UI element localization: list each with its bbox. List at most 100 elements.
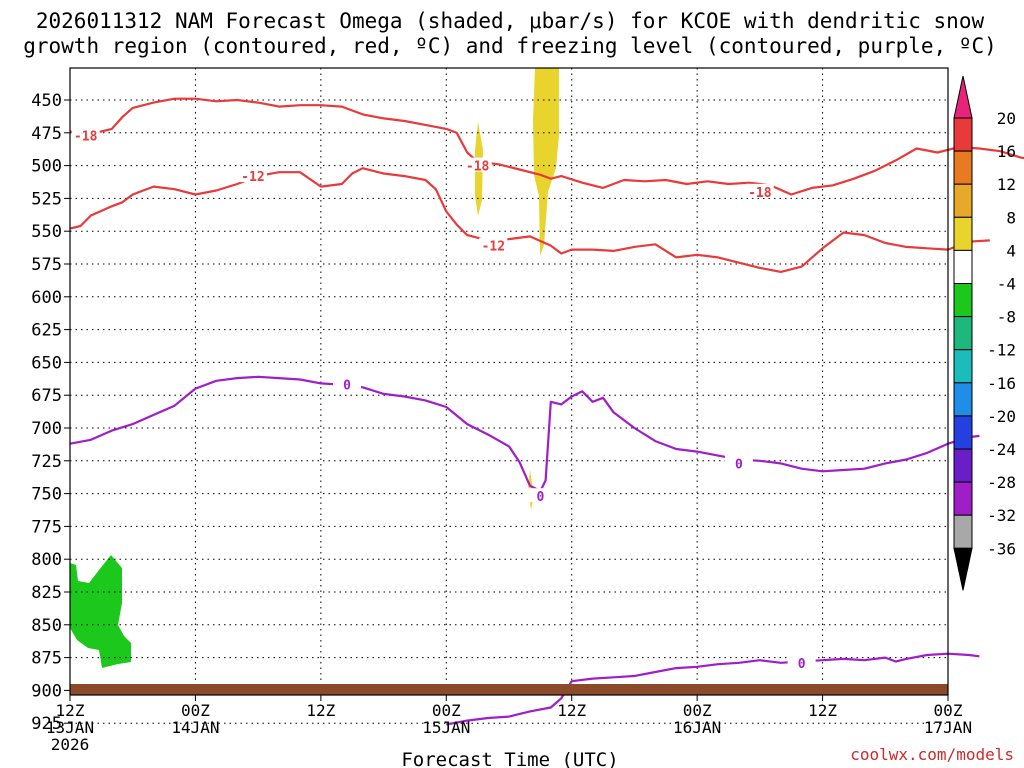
- y-axis-ticks: 450 475 500 525 550 575 600 625 650 675 700 725 750 7…: [31, 91, 70, 734]
- contour-label: 0: [343, 379, 351, 394]
- x-tick-label: 17JAN: [924, 718, 972, 737]
- y-tick-label: 725: [31, 452, 62, 472]
- y-tick-label: 700: [31, 419, 62, 439]
- y-tick-label: 625: [31, 321, 62, 341]
- grid-lines: [70, 68, 948, 724]
- y-tick-label: 600: [31, 288, 62, 308]
- colorbar-tick-label: 20: [997, 109, 1016, 128]
- contour-label: 0: [536, 490, 544, 505]
- y-tick-label: 475: [31, 124, 62, 144]
- contour-label: 0: [735, 457, 743, 472]
- y-tick-label: 825: [31, 583, 62, 603]
- colorbar-tick-label: 12: [997, 175, 1016, 194]
- y-tick-label: 750: [31, 485, 62, 505]
- chart-title-line-2: growth region (contoured, red, ºC) and f…: [23, 34, 997, 58]
- colorbar-segment: [953, 249, 973, 284]
- x-tick-label: 16JAN: [673, 718, 721, 737]
- plot-background: [70, 68, 948, 695]
- contour-label-bg: [238, 168, 267, 183]
- contour-label: 0: [798, 657, 806, 672]
- x-tick-label: 12Z: [306, 701, 335, 720]
- contour-label: -18: [74, 129, 98, 144]
- y-tick-label: 775: [31, 517, 62, 537]
- contour-label: -18: [748, 186, 772, 201]
- plot-area: -18 -18 -18 -12 -12 0 0 0 0: [69, 67, 1024, 726]
- contour-label-bg: [526, 488, 555, 503]
- colorbar-tick-label: -28: [987, 473, 1016, 492]
- y-tick-label: 575: [31, 255, 62, 275]
- y-tick-label: 650: [31, 353, 62, 373]
- contour-label: -12: [241, 170, 264, 185]
- x-tick-label: 14JAN: [171, 718, 219, 737]
- plot-border: [69, 67, 949, 696]
- y-tick-label: 800: [31, 550, 62, 570]
- x-tick-label: 00Z: [181, 701, 210, 720]
- colorbar-segment: [953, 514, 973, 549]
- dgz-minus18-line: [69, 97, 1024, 196]
- y-tick-label: 675: [31, 386, 62, 406]
- colorbar-segment: [953, 183, 973, 218]
- colorbar-tick-label: -8: [997, 308, 1016, 327]
- contour-label-bg: [463, 157, 492, 172]
- contour-label-bg: [332, 376, 361, 391]
- freezing-level-upper-line: [69, 375, 980, 493]
- y-tick-label: 450: [31, 91, 62, 111]
- colorbar-tick-label: -16: [987, 374, 1016, 393]
- contour-label-bg: [745, 183, 774, 198]
- x-tick-label: 00Z: [432, 701, 461, 720]
- dgz-minus12-line: [69, 167, 990, 273]
- colorbar-tick-label: -12: [987, 341, 1016, 360]
- y-tick-label: 850: [31, 616, 62, 636]
- colorbar-segment: [953, 216, 973, 251]
- y-tick-label: 525: [31, 189, 62, 209]
- surface-terrain-band: [70, 684, 948, 695]
- colorbar-tick-label: -4: [997, 275, 1016, 294]
- x-tick-label: 00Z: [683, 701, 712, 720]
- colorbar-segment: [953, 415, 973, 450]
- colorbar-tick-label: 8: [1006, 208, 1016, 227]
- x-tick-label: 12Z: [808, 701, 837, 720]
- x-axis-label: Forecast Time (UTC): [401, 749, 618, 768]
- y-tick-label: 925: [31, 714, 62, 734]
- x-tick-label: 13JAN: [46, 718, 94, 737]
- x-tick-label: 15JAN: [422, 718, 470, 737]
- colorbar-tick-label: 4: [1006, 241, 1016, 260]
- x-tick-label: 00Z: [934, 701, 963, 720]
- contour-label: -12: [482, 240, 505, 255]
- x-tick-label: 12Z: [557, 701, 586, 720]
- colorbar-segment: [953, 316, 973, 351]
- colorbar-top-arrow: [953, 75, 973, 119]
- x-tick-label: 2026: [51, 735, 90, 754]
- colorbar-segment: [953, 150, 973, 185]
- colorbar-tick-label: -36: [987, 539, 1016, 558]
- colorbar-segment: [953, 382, 973, 417]
- contour-label: -18: [466, 160, 490, 175]
- y-tick-label: 500: [31, 157, 62, 177]
- y-tick-label: 875: [31, 649, 62, 669]
- colorbar-tick-label: -24: [987, 440, 1016, 459]
- colorbar-segment: [953, 283, 973, 318]
- colorbar-segment: [953, 349, 973, 384]
- freezing-level-lower-line: [446, 652, 980, 726]
- contour-label-bg: [724, 455, 753, 470]
- contour-lines: -18 -18 -18 -12 -12 0 0 0 0: [69, 97, 1024, 726]
- chart-title-line-1: 2026011312 NAM Forecast Omega (shaded, μ…: [36, 9, 985, 33]
- y-tick-label: 900: [31, 681, 62, 701]
- colorbar-tick-label: -20: [987, 407, 1016, 426]
- colorbar: 20 16 12 8 4 -4 -8 -12 -16 -20 -24 -28 -32 -36: [953, 75, 1016, 591]
- contour-label-bg: [71, 127, 100, 142]
- contour-label-bg: [787, 654, 816, 669]
- colorbar-segment: [953, 481, 973, 516]
- omega-pos-4-yellow-upper: [533, 68, 559, 256]
- x-tick-label: 12Z: [56, 701, 85, 720]
- colorbar-segment: [953, 448, 973, 483]
- omega-neg-8-green-area: [70, 555, 131, 668]
- colorbar-tick-label: 16: [997, 142, 1016, 161]
- colorbar-bottom-arrow: [953, 547, 973, 591]
- contour-label-bg: [479, 237, 508, 252]
- credit-text: coolwx.com/models: [850, 745, 1014, 764]
- colorbar-segment: [953, 117, 973, 152]
- colorbar-tick-label: -32: [987, 506, 1016, 525]
